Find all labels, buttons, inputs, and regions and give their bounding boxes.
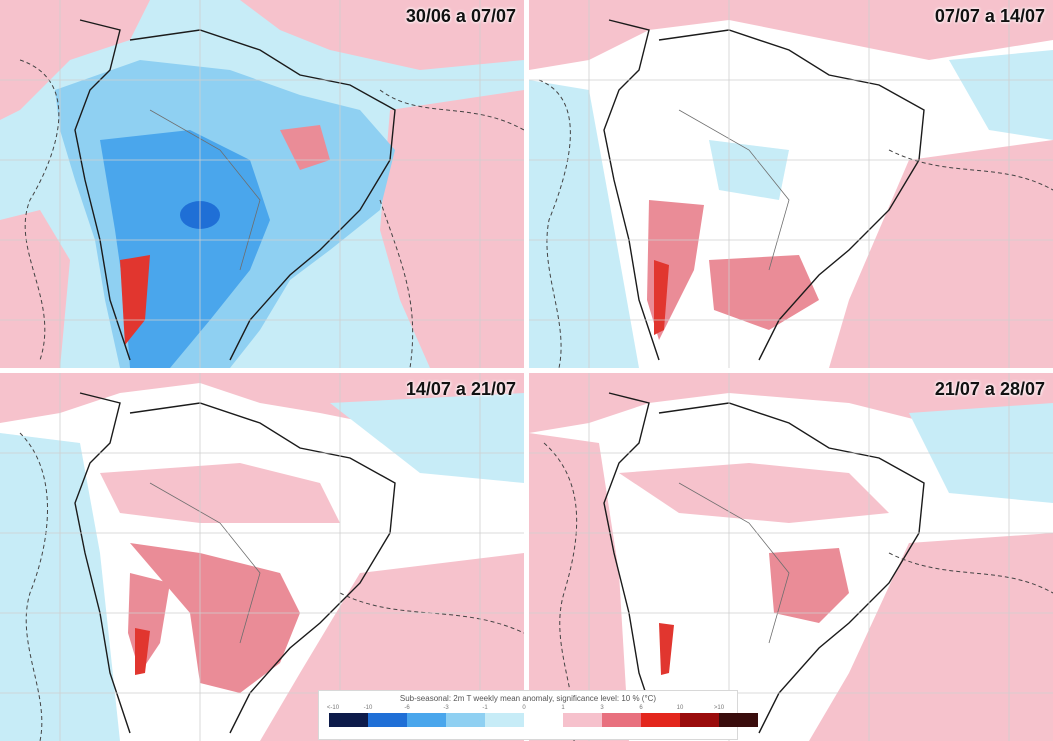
legend-swatch — [641, 713, 680, 727]
significance-contour — [379, 89, 524, 131]
legend-tick-label: -6 — [404, 705, 410, 711]
warm-mid-region — [280, 125, 330, 170]
country-border — [678, 109, 790, 271]
map-panel-week4: 21/07 a 28/07 — [529, 373, 1053, 741]
legend-swatch — [329, 713, 368, 727]
warm-strong-region — [135, 628, 150, 675]
coastline — [658, 29, 925, 361]
legend-tick-label: -3 — [443, 705, 449, 711]
legend-tick-label: >10 — [713, 705, 725, 711]
warm-anomaly-region — [240, 0, 524, 70]
legend-title: Sub-seasonal: 2m T weekly mean anomaly, … — [399, 694, 657, 703]
legend-swatch — [524, 713, 563, 727]
map-week2-svg — [529, 0, 1053, 368]
map-panel-week1: 30/06 a 07/07 — [0, 0, 524, 368]
map-week4-svg — [529, 373, 1053, 741]
legend-tick-label: -10 — [363, 705, 373, 711]
coastline — [603, 392, 660, 734]
coastline — [603, 19, 660, 361]
panel-date-range-title: 14/07 a 21/07 — [405, 379, 516, 399]
warm-anomaly-region — [380, 90, 524, 368]
legend-swatch — [680, 713, 719, 727]
warm-anomaly-region — [619, 463, 889, 523]
country-border — [149, 482, 261, 644]
legend-swatch — [407, 713, 446, 727]
legend-tick-label: -1 — [482, 705, 488, 711]
legend-tick-label: 6 — [639, 705, 643, 711]
significance-contour — [538, 79, 571, 368]
warm-mid-region — [709, 255, 819, 330]
lat-lon-grid — [0, 0, 524, 368]
coastline — [74, 19, 131, 361]
warm-anomaly-region — [829, 140, 1053, 368]
panel-date-range-title: 07/07 a 14/07 — [934, 6, 1045, 26]
significance-contour — [19, 432, 48, 741]
legend-tick-label: 3 — [600, 705, 604, 711]
legend-swatch — [446, 713, 485, 727]
legend-swatch — [485, 713, 524, 727]
warm-anomaly-region — [809, 533, 1053, 741]
country-border — [149, 109, 261, 271]
warm-mid-region — [769, 548, 849, 623]
panel-date-range-title: 30/06 a 07/07 — [405, 6, 516, 26]
warm-strong-region — [659, 623, 674, 675]
cold-anomaly-region — [949, 50, 1053, 140]
cold-anomaly-region — [330, 393, 524, 483]
warm-strong-region — [654, 260, 669, 335]
coastline — [74, 392, 131, 734]
legend-swatch — [719, 713, 758, 727]
panel-date-range-title: 21/07 a 28/07 — [934, 379, 1045, 399]
significance-contour — [888, 149, 1053, 191]
legend-swatch — [563, 713, 602, 727]
coastline — [129, 29, 396, 361]
significance-contour — [379, 199, 414, 368]
significance-contour — [19, 59, 60, 361]
significance-contour — [888, 552, 1053, 594]
map-panel-week3: 14/07 a 21/07 — [0, 373, 524, 741]
warm-strong-region — [120, 255, 150, 345]
map-panel-week2: 07/07 a 14/07 — [529, 0, 1053, 368]
warm-anomaly-region — [0, 0, 150, 120]
country-border — [678, 482, 790, 644]
lat-lon-grid — [529, 0, 1053, 368]
coastline — [658, 402, 925, 734]
map-week3-svg — [0, 373, 524, 741]
legend-color-bar — [329, 713, 758, 727]
legend-swatch — [602, 713, 641, 727]
warm-anomaly-region — [529, 0, 1053, 70]
warm-anomaly-region — [529, 433, 629, 741]
cold-anomaly-region — [529, 80, 639, 368]
warm-anomaly-region — [100, 463, 340, 523]
color-legend: Sub-seasonal: 2m T weekly mean anomaly, … — [318, 690, 758, 740]
warm-anomaly-region — [0, 210, 70, 368]
map-week1-svg — [0, 0, 524, 368]
legend-tick-label: 0 — [522, 705, 526, 711]
legend-tick-label: <-10 — [326, 705, 340, 711]
coastline — [129, 402, 396, 734]
legend-tick-label: 10 — [676, 705, 684, 711]
legend-tick-label: 1 — [561, 705, 565, 711]
legend-swatch — [368, 713, 407, 727]
